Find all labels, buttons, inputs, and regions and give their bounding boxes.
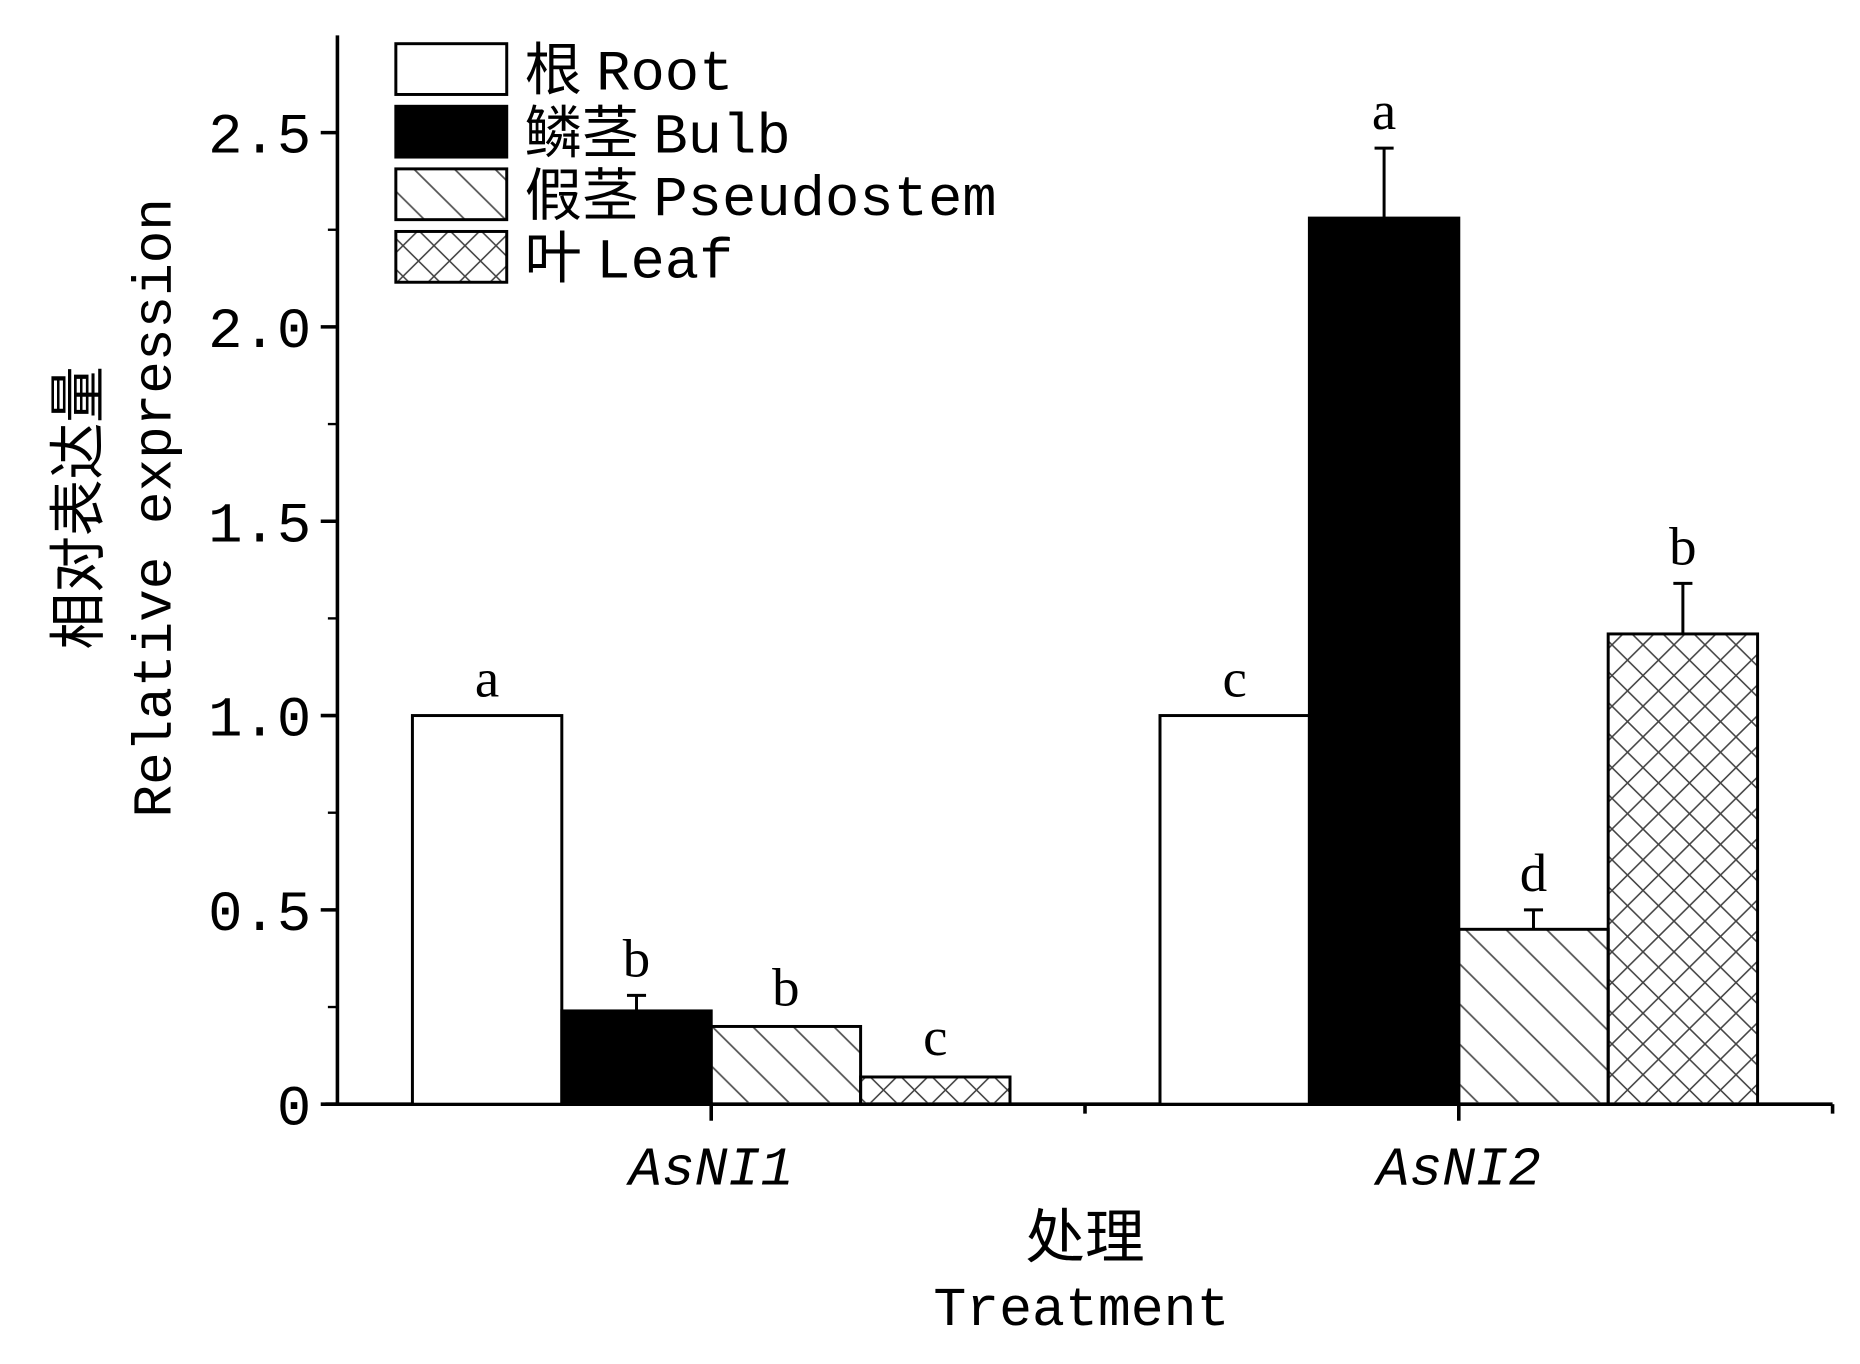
significance-letter: d [1520, 842, 1547, 903]
significance-letter: b [623, 928, 650, 989]
y-tick-label: 0 [277, 1078, 311, 1142]
y-tick-label: 2.0 [208, 301, 311, 365]
legend-swatch-bulb [394, 104, 509, 159]
x-axis-label: Treatment [933, 1281, 1229, 1342]
legend-label-cn: 鳞茎 [525, 103, 654, 166]
legend-label-leaf: 叶 Leaf [525, 228, 734, 296]
legend-swatch-pseudostem [394, 167, 509, 222]
legend-label-bulb: 鳞茎 Bulb [525, 103, 791, 171]
x-axis-label-cn: 处理 [1025, 1205, 1144, 1271]
significance-letter: a [475, 648, 499, 709]
y-tick-label: 1.5 [208, 496, 311, 560]
legend-label-pseudostem: 假茎 Pseudostem [525, 165, 997, 233]
bar-bulb-asni1 [560, 1009, 713, 1106]
legend-label-en: Leaf [596, 232, 733, 296]
significance-letter: a [1372, 80, 1396, 141]
legend-label-cn: 叶 [525, 228, 597, 291]
axes: 0 0.5 1.0 1.5 2.0 2.5 AsNI1 AsNI2 [208, 35, 1835, 1202]
bar-bulb-asni2 [1307, 216, 1461, 1106]
x-tick-label: AsNI1 [626, 1141, 794, 1202]
legend-label-en: Pseudostem [653, 169, 996, 233]
legend-swatch-root [394, 42, 509, 96]
bar-pseudostem-asni2 [1457, 927, 1610, 1106]
significance-letter: b [772, 957, 799, 1018]
y-tick-label: 2.5 [208, 107, 311, 171]
y-axis-label: Relative expression [126, 198, 187, 817]
y-axis-label-cn: 相对表达量 [48, 366, 111, 649]
legend-label-root: 根 Root [525, 40, 734, 108]
x-tick-label: AsNI2 [1374, 1141, 1542, 1202]
legend-label-en: Root [596, 44, 733, 108]
bar-leaf-asni2 [1606, 632, 1760, 1106]
legend-label-cn: 假茎 [525, 165, 654, 228]
bars: a b b c c a d b [410, 80, 1760, 1106]
y-tick-label: 1.0 [208, 690, 311, 754]
legend-swatch-leaf [394, 229, 509, 284]
significance-letter: c [923, 1006, 947, 1067]
significance-letter: b [1669, 516, 1696, 577]
legend-label-cn: 根 [525, 40, 597, 103]
legend-label-en: Bulb [653, 107, 790, 171]
bar-root-asni1 [410, 714, 564, 1106]
y-tick-label: 0.5 [208, 884, 311, 948]
bar-root-asni2 [1158, 714, 1311, 1106]
bar-leaf-asni1 [859, 1075, 1012, 1106]
bar-pseudostem-asni1 [709, 1024, 863, 1106]
significance-letter: c [1223, 648, 1247, 709]
